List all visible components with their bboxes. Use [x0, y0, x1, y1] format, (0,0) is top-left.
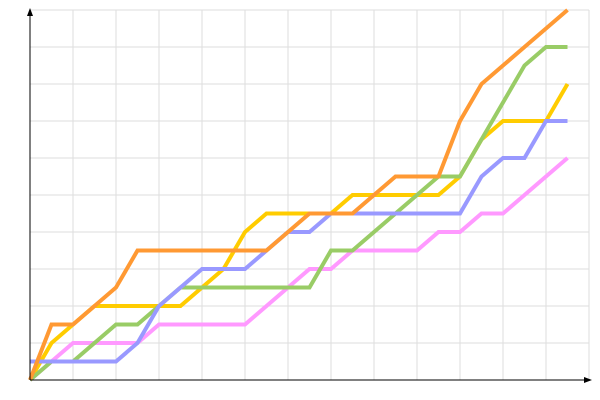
y-axis-arrow [27, 8, 33, 16]
series-line-1 [28, 156, 569, 382]
x-axis-arrow [584, 377, 592, 383]
series-line-5 [28, 8, 569, 381]
axes [27, 8, 592, 383]
series-line-4 [30, 119, 568, 364]
series-line-3 [28, 45, 568, 382]
series-group [28, 8, 570, 382]
